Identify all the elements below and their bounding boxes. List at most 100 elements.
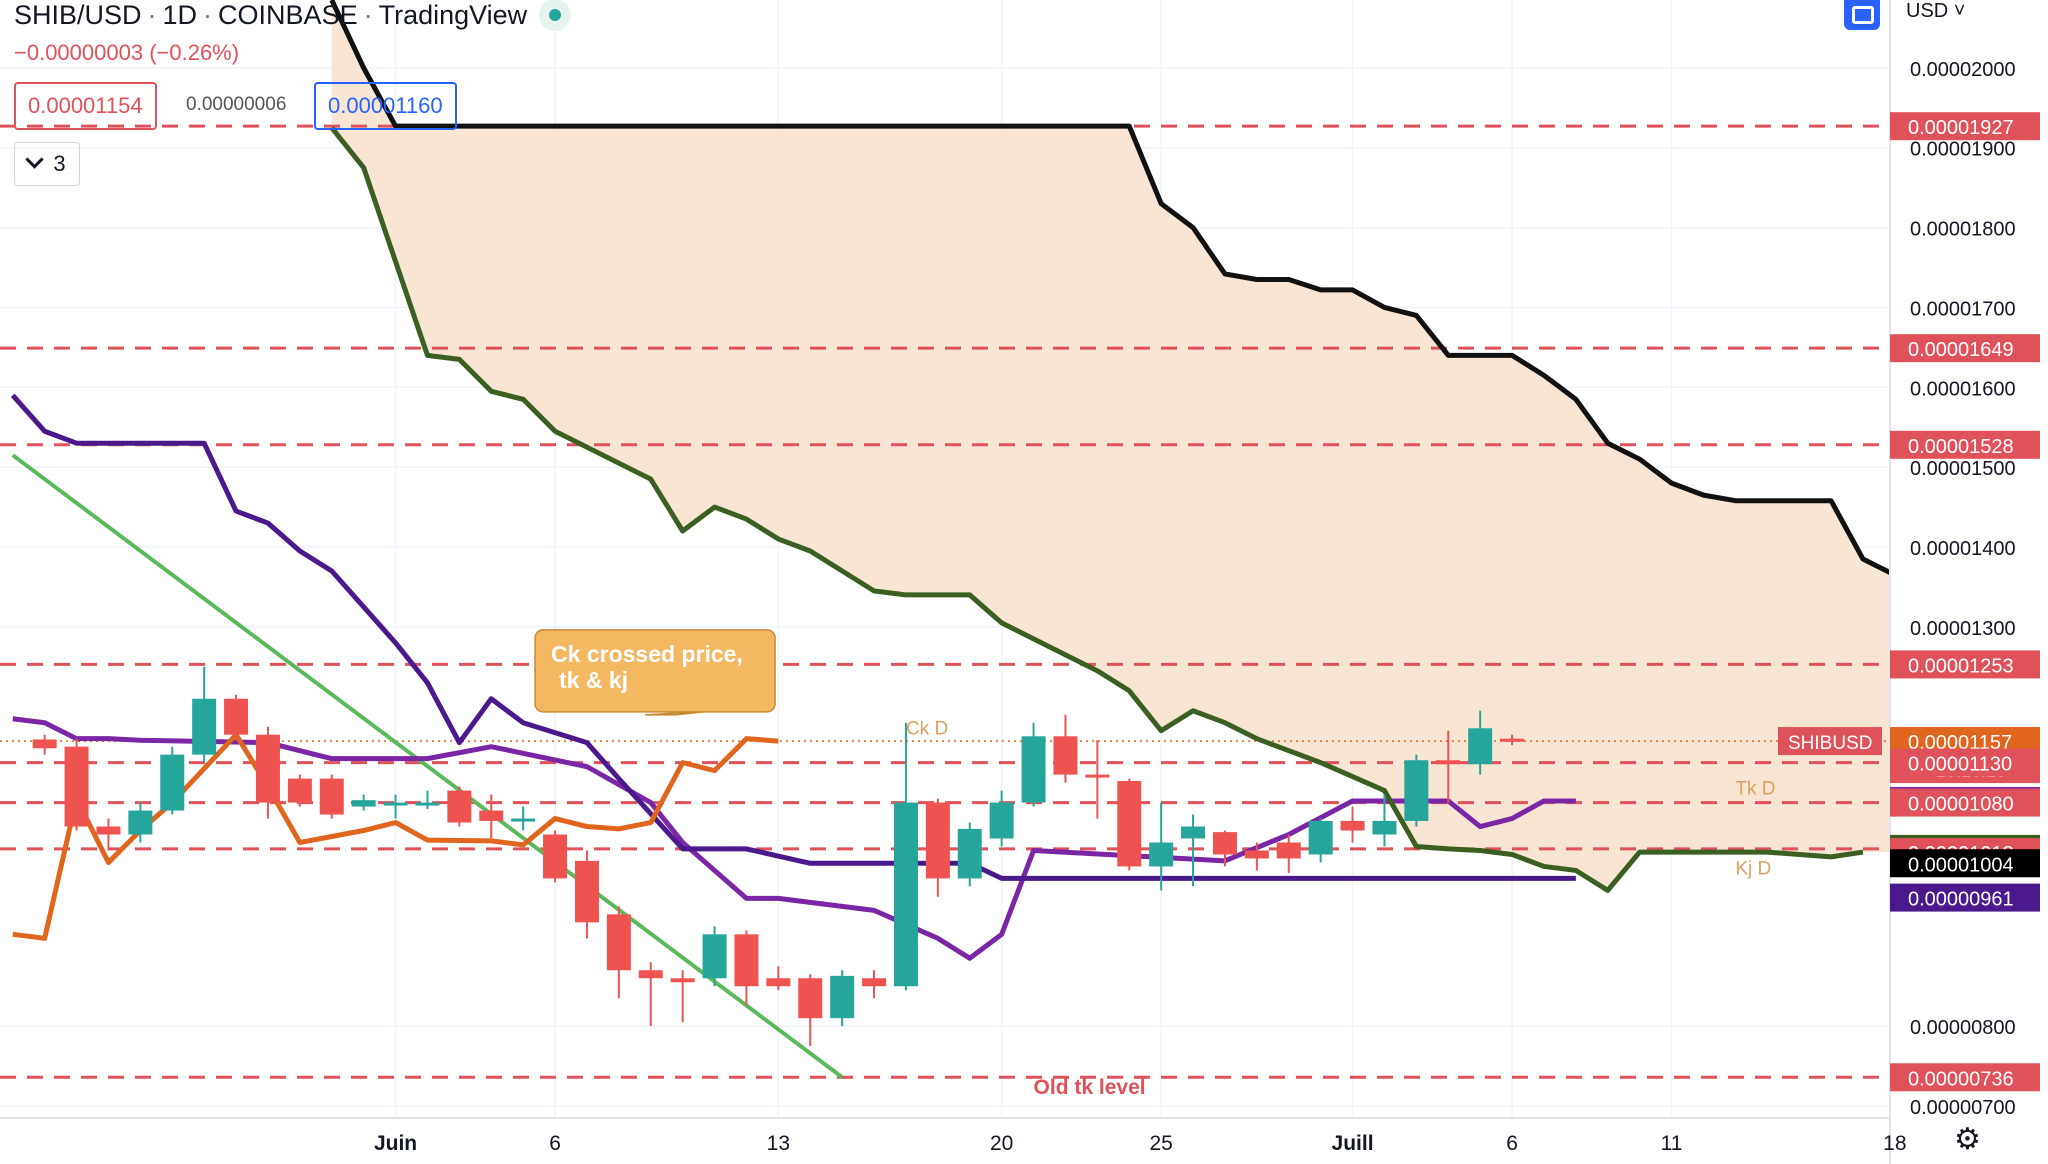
line-span-b (329, 0, 1896, 578)
indicators-toggle-button[interactable]: 3 (14, 142, 80, 186)
candle-body (830, 975, 855, 1019)
candle-body (1021, 736, 1046, 803)
candle-body (192, 698, 217, 755)
candle-body (1117, 781, 1142, 867)
symbol-name: SHIB/USD (14, 0, 142, 30)
price-badge-label: 0.00000961 (1908, 889, 2014, 911)
y-tick-label: 0.00001900 (1910, 139, 2016, 161)
candle (1468, 710, 1493, 775)
symbol-header[interactable]: SHIB/USD · 1D · COINBASE · TradingView (14, 0, 572, 33)
separator-dot: · (203, 0, 213, 30)
candle-body (64, 746, 89, 827)
candle-body (702, 934, 727, 979)
candle (1244, 842, 1269, 871)
price-badge-label: 0.00001004 (1908, 854, 2014, 876)
currency-label: USD (1906, 0, 1949, 22)
candle-body (862, 978, 887, 987)
candle-body (511, 818, 536, 822)
candle (543, 830, 568, 883)
candle-body (1053, 736, 1078, 775)
price-badge-label: 0.00001157 (1908, 732, 2012, 754)
buy-button[interactable]: 0.00001160 (314, 82, 457, 130)
price-badge (1890, 430, 2040, 459)
chevron-down-icon (25, 150, 45, 169)
candle (574, 850, 599, 939)
candle (957, 822, 982, 887)
candle-body (1308, 820, 1333, 855)
candle-body (224, 698, 249, 735)
y-tick-label: 0.00001500 (1910, 458, 2016, 480)
x-tick-label: 25 (1149, 1132, 1172, 1155)
fullscreen-button[interactable] (1844, 0, 1880, 30)
candle (830, 970, 855, 1027)
price-badge (1890, 788, 2040, 817)
candle (1372, 794, 1397, 847)
candle (1021, 722, 1046, 807)
candle (798, 974, 823, 1047)
candle-body (893, 802, 918, 987)
candle (447, 786, 472, 827)
candle-body (1085, 774, 1110, 778)
y-tick-label: 0.00001400 (1910, 538, 2016, 560)
price-badge-label: 0.00001130 (1908, 754, 2012, 776)
candle (479, 794, 504, 839)
candle-body (957, 828, 982, 879)
candle-body (989, 802, 1014, 839)
candle (319, 774, 344, 819)
candle (383, 794, 408, 819)
currency-menu[interactable]: USD ˅ (1906, 0, 1966, 22)
y-tick-label: 0.00001300 (1910, 618, 2016, 640)
x-tick-label: 6 (549, 1132, 561, 1155)
candle (511, 806, 536, 831)
callout-box (534, 629, 776, 713)
y-tick-label: 0.00001600 (1910, 378, 2016, 400)
candle (255, 726, 280, 819)
x-tick-label: Juill (1332, 1132, 1374, 1155)
candle (1085, 740, 1110, 819)
candle-body (415, 802, 440, 806)
price-badge-label: 0.00001528 (1908, 436, 2014, 458)
line-ck-d (12, 732, 779, 941)
symbol-badge-label: SHIBUSD (1788, 733, 1872, 754)
candle (1212, 830, 1237, 867)
price-axis-bg (1890, 0, 2048, 1164)
x-tick-label: 18 (1883, 1132, 1906, 1155)
gear-icon[interactable]: ⚙ (1954, 1123, 1981, 1156)
candle-body (606, 914, 631, 971)
candle-body (447, 790, 472, 823)
candle (1308, 818, 1333, 863)
candle (862, 970, 887, 999)
candle (415, 790, 440, 809)
price-badge-label: 0.00001080 (1908, 794, 2014, 816)
candle-body (1244, 850, 1269, 859)
price-badge-label: 0.00001649 (1908, 339, 2014, 361)
price-badge-label: 0.00000736 (1908, 1068, 2014, 1090)
sell-button[interactable]: 0.00001154 (14, 82, 157, 130)
x-tick-label: 6 (1506, 1132, 1518, 1155)
candle-body (1404, 760, 1429, 821)
candle (638, 962, 663, 1027)
candle (606, 906, 631, 999)
candle-body (319, 778, 344, 815)
candle (1500, 734, 1525, 746)
indicators-count: 3 (53, 151, 66, 176)
candle-body (670, 978, 695, 983)
candle (96, 818, 121, 851)
candle (32, 734, 57, 755)
price-badge (1890, 883, 2040, 912)
symbol-badge (1778, 727, 1882, 756)
callout-text: Ck crossed price, (551, 641, 743, 667)
price-badge-label: 0.00001927 (1908, 117, 2014, 139)
candle (893, 722, 918, 991)
candle-body (479, 810, 504, 821)
exchange: COINBASE (218, 0, 358, 30)
candle (1149, 802, 1174, 891)
separator-dot: · (363, 0, 373, 30)
candle (160, 746, 185, 815)
candle-body (96, 826, 121, 835)
candle-body (1212, 832, 1237, 855)
candle-body (160, 754, 185, 811)
callout: Ck crossed price,tk & kj (534, 629, 776, 716)
candle-body (734, 934, 759, 987)
